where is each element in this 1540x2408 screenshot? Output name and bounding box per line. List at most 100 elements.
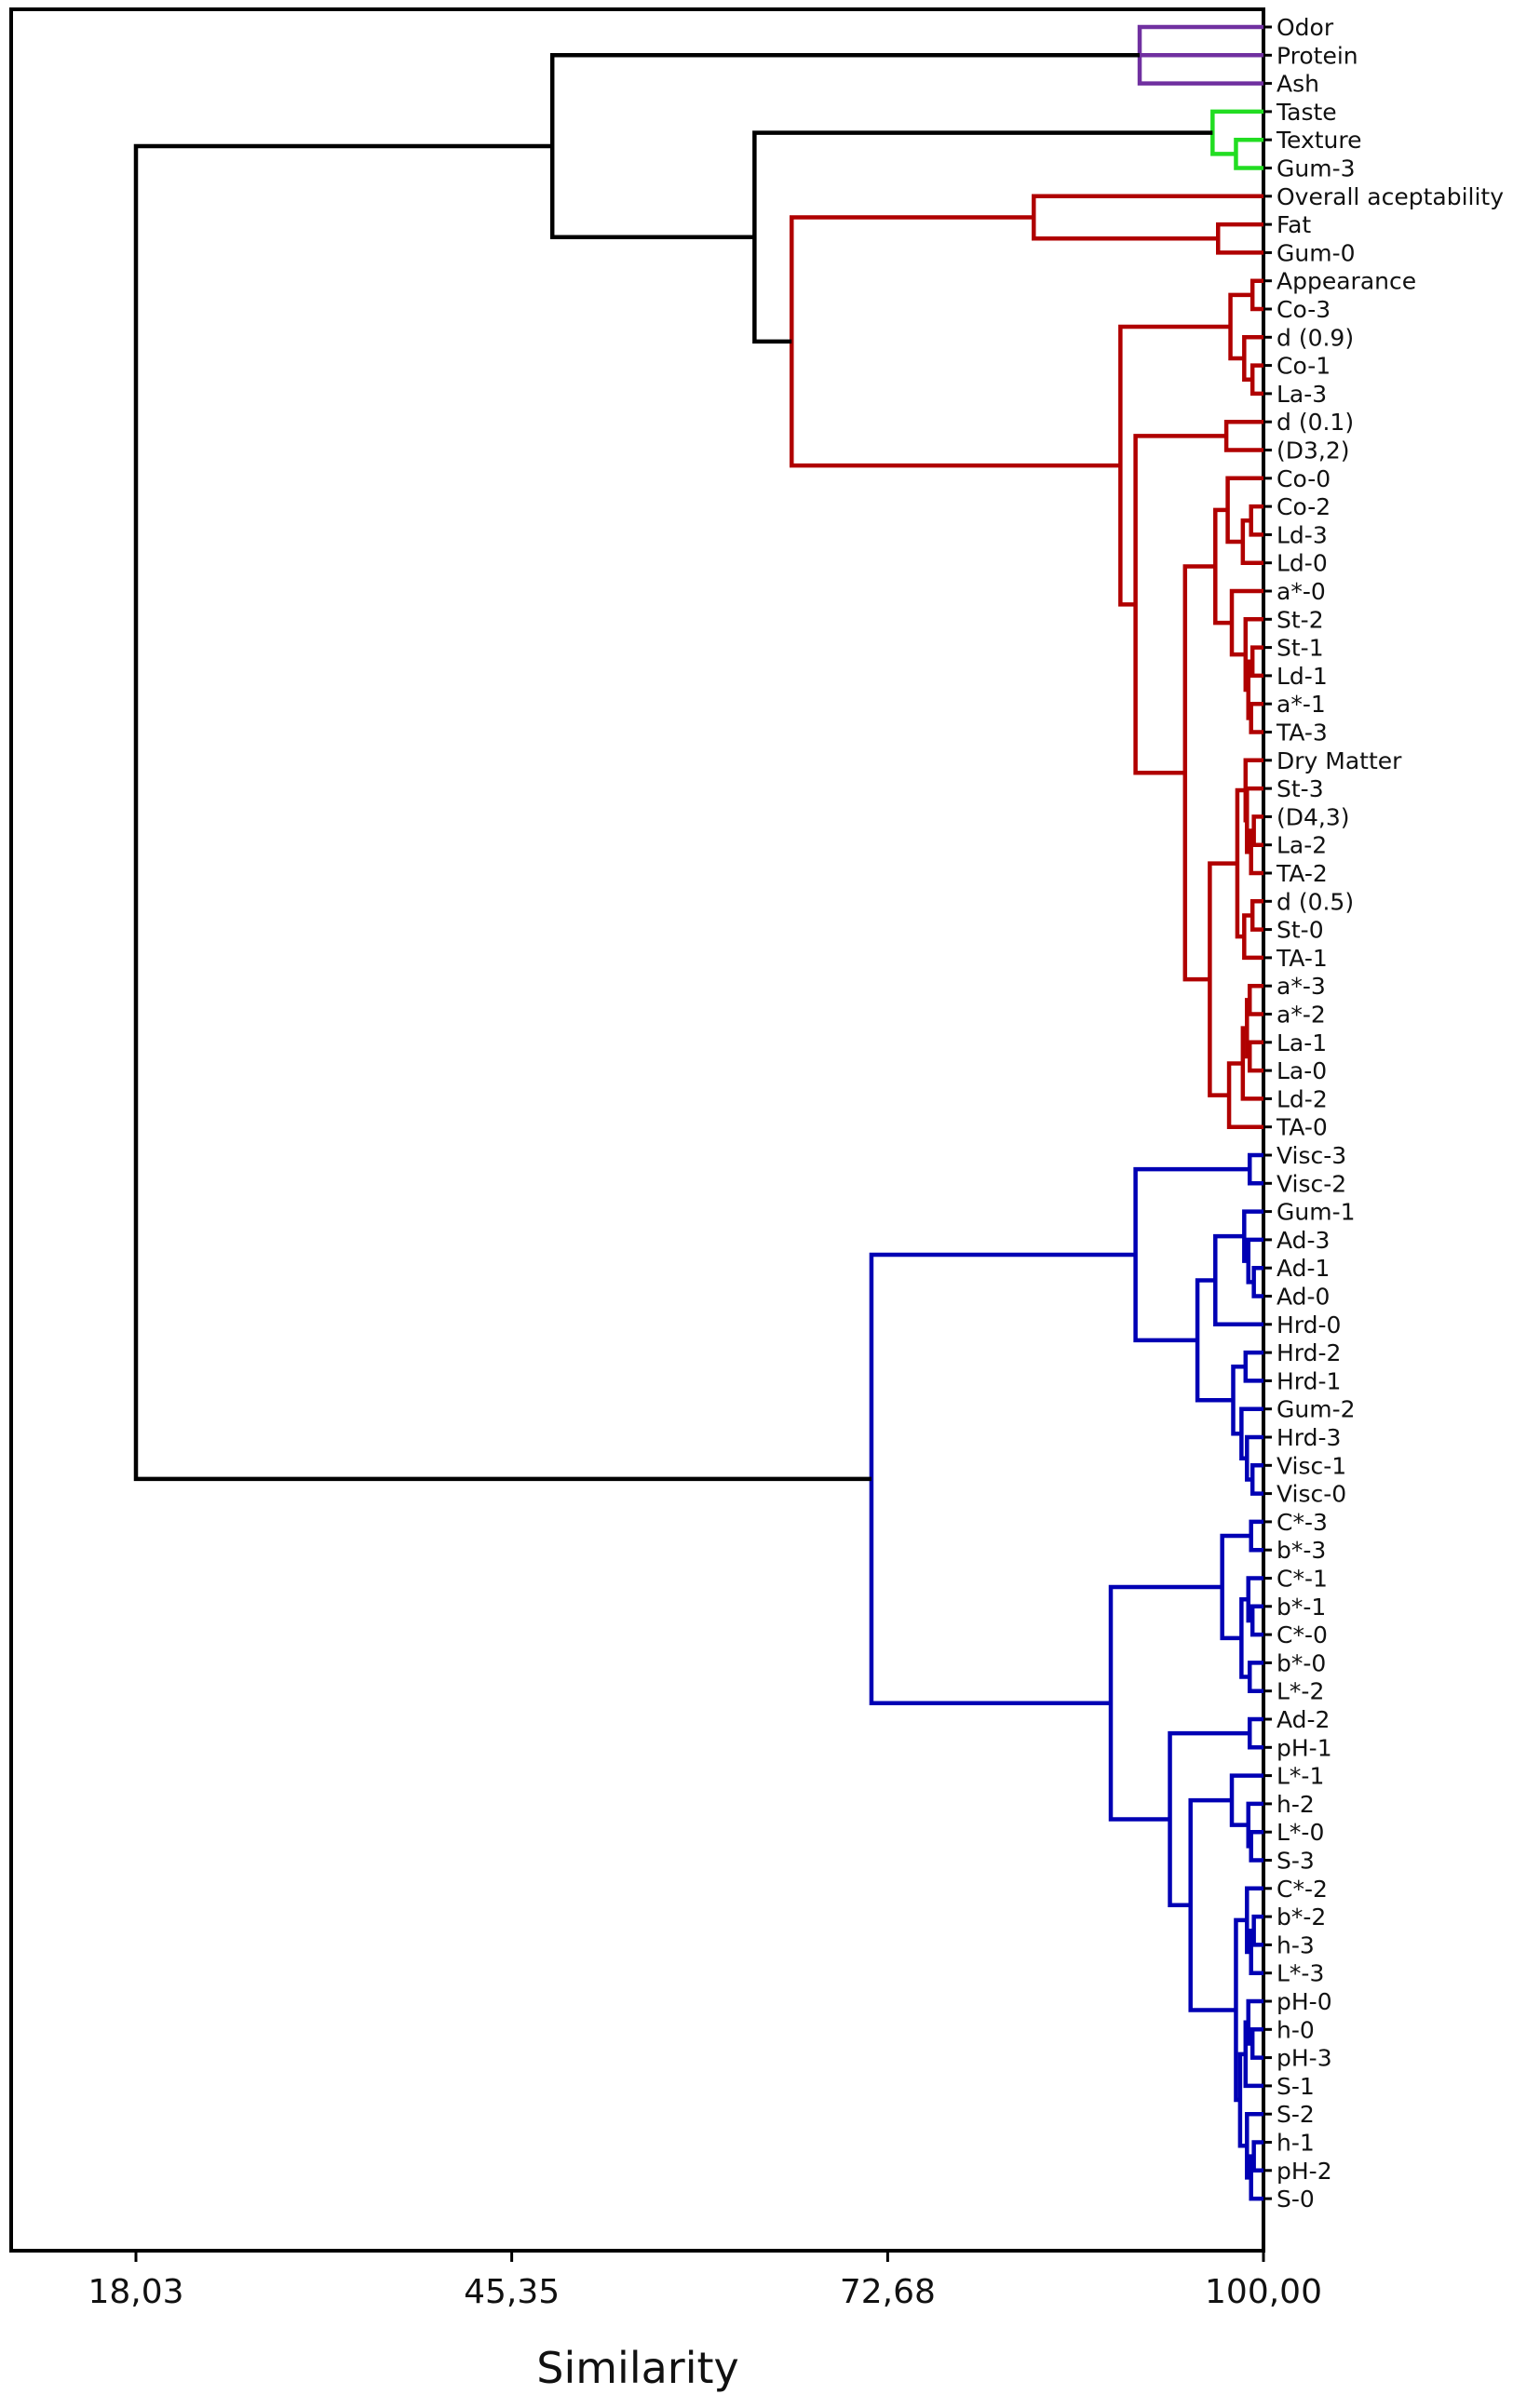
cluster-link [1247,1152,1263,1186]
leaf-label: Ld-3 [1277,521,1328,548]
x-axis-ticks: 18,03 45,35 72,68 100,00 [88,2251,1322,2311]
leaf-label: Ad-0 [1277,1284,1330,1311]
cluster-link [1245,1434,1263,1482]
leaf-label: pH-2 [1277,2158,1332,2185]
cluster-link [1247,983,1263,1016]
cluster-link [1225,476,1263,545]
leaf-label: L*-3 [1277,1960,1324,1987]
cluster-link [1247,1716,1263,1750]
cluster-link [549,53,1141,239]
leaf-label: La-3 [1277,381,1327,408]
leaf-label: a*-3 [1277,973,1326,1000]
cluster-link [1251,1265,1263,1298]
leaf-label: Visc-2 [1277,1170,1346,1197]
leaf-label: TA-1 [1276,945,1328,972]
plot-frame [9,7,1265,2253]
cluster-link [1243,1350,1263,1383]
cluster-link [1133,434,1227,775]
cluster-link [790,215,1121,468]
leaf-label: d (0.5) [1277,888,1354,915]
leaf-label: Hrd-1 [1277,1367,1341,1394]
leaf-label: La-2 [1277,832,1327,859]
leaf-label: d (0.1) [1277,409,1354,436]
leaf-label: Visc-1 [1277,1452,1346,1479]
leaf-label: Co-0 [1277,465,1331,492]
leaf-label: Protein [1277,42,1358,69]
cluster-link [1226,1061,1263,1129]
cluster-link [1251,814,1263,847]
leaf-label: Appearance [1277,268,1416,295]
leaf-label: pH-3 [1277,2045,1332,2072]
leaf-label: St-2 [1277,606,1324,633]
cluster-link [1213,1233,1263,1327]
cluster-link [869,1252,1136,1705]
leaf-label: Ash [1277,71,1319,98]
cluster-link [1246,1801,1263,1849]
leaf-label: C*-1 [1277,1566,1328,1593]
leaf-label: pH-1 [1277,1734,1332,1761]
leaf-label: Ad-3 [1277,1227,1330,1254]
leaf-label: h-3 [1277,1931,1315,1958]
leaf-label: a*-0 [1277,578,1326,605]
leaf-label: Visc-0 [1277,1481,1346,1508]
cluster-link [1208,861,1237,1097]
leaf-label: Taste [1276,99,1337,126]
dendrogram-links [133,24,1263,2201]
leaf-label: Ld-0 [1277,550,1328,577]
cluster-link [1032,194,1263,241]
x-tick-label: 72,68 [840,2273,936,2311]
leaf-label: Odor [1277,14,1334,41]
leaf-label: Hrd-3 [1277,1424,1341,1451]
cluster-link [1182,564,1216,982]
cluster-link [1247,1661,1263,1693]
leaf-label: La-1 [1277,1029,1327,1056]
leaf-label: St-1 [1277,635,1324,662]
leaf-label: Gum-1 [1277,1199,1356,1226]
cluster-link [133,143,871,1482]
leaf-label: L*-0 [1277,1819,1324,1846]
cluster-link [1108,1584,1223,1822]
leaf-label: St-3 [1277,775,1324,802]
leaf-label: b*-0 [1277,1649,1326,1676]
leaf-label: C*-3 [1277,1509,1328,1536]
leaf-label: h-0 [1277,2016,1315,2043]
leaf-label: Co-3 [1277,296,1331,323]
leaf-label: Fat [1277,211,1311,238]
cluster-link [1251,1914,1263,1947]
cluster-link [1168,1730,1250,1908]
cluster-link [1234,137,1263,170]
cluster-link [1246,1576,1263,1623]
leaf-label: St-0 [1277,917,1324,944]
x-axis-title: Similarity [536,2343,739,2393]
cluster-link [1188,1797,1236,2012]
leaf-label: Ld-2 [1277,1085,1328,1112]
leaf-label: b*-3 [1277,1537,1326,1564]
leaf-label: b*-1 [1277,1594,1326,1621]
cluster-link [1210,109,1263,156]
x-tick-label: 45,35 [464,2273,560,2311]
cluster-link [1246,1237,1263,1285]
cluster-link [1133,1166,1250,1343]
leaf-label: d (0.9) [1277,324,1354,351]
leaf-label: Visc-3 [1277,1142,1346,1169]
cluster-link [1240,1026,1263,1101]
cluster-link [1242,335,1263,382]
leaf-label: Gum-2 [1277,1396,1356,1423]
leaf-label: (D4,3) [1277,803,1350,830]
leaf-label: pH-0 [1277,1988,1332,2015]
leaf-label: S-0 [1277,2186,1315,2213]
leaf-label: Hrd-2 [1277,1339,1341,1366]
leaf-label: (D3,2) [1277,437,1350,464]
leaf-label: C*-0 [1277,1621,1328,1648]
leaf-label: L*-2 [1277,1678,1324,1705]
cluster-link [1242,913,1263,961]
leaf-label: L*-1 [1277,1763,1324,1790]
cluster-link [1240,518,1263,565]
cluster-link [1228,292,1253,361]
leaf-label: La-0 [1277,1057,1327,1084]
cluster-link [1247,1040,1263,1073]
cluster-link [1195,1278,1234,1403]
leaf-label: Ld-1 [1277,663,1328,690]
leaf-label: Hrd-0 [1277,1312,1341,1339]
